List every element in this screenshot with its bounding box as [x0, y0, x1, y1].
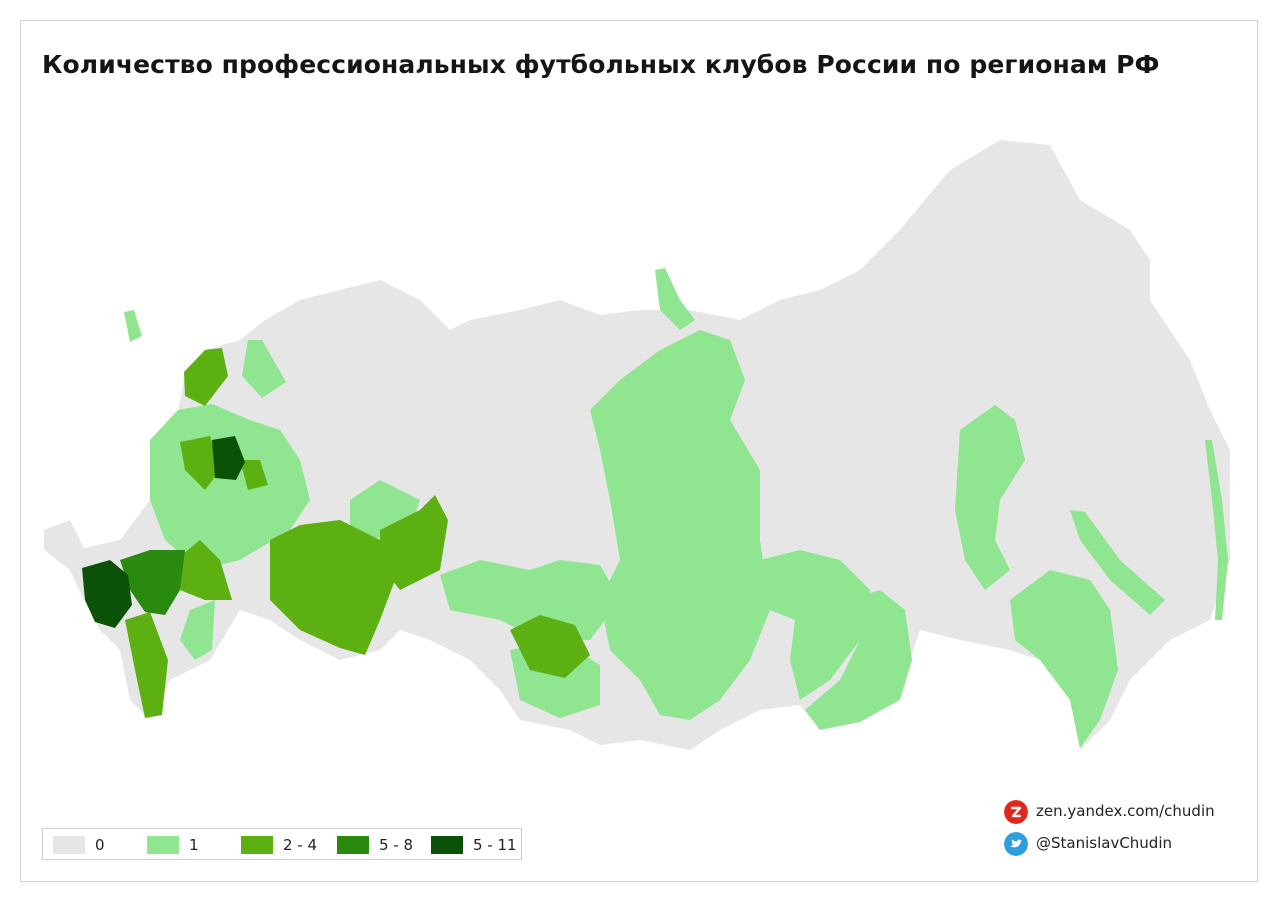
region-moscow: [212, 436, 245, 480]
regions-5-11-clubs: [82, 436, 245, 628]
region-zabaikalsky: [805, 590, 912, 730]
regions-5-8-clubs: [120, 550, 185, 615]
map-legend: 0 1 2 - 4 5 - 8 5 - 11: [42, 828, 522, 860]
region-taimyr-tip: [655, 268, 695, 330]
legend-label-2: 2 - 4: [283, 836, 318, 854]
legend-swatch-0: [53, 836, 85, 854]
region-krasnodar: [82, 560, 132, 628]
regions-2-4-clubs: [125, 348, 590, 718]
region-kaliningrad: [124, 310, 142, 342]
legend-label-3: 5 - 8: [379, 836, 414, 854]
legend-label-1: 1: [189, 836, 199, 854]
novaya-zemlya-island: [580, 320, 660, 420]
map-title: Количество профессиональных футбольных к…: [42, 50, 1160, 79]
twitter-handle[interactable]: @StanislavChudin: [1036, 834, 1173, 852]
legend-label-0: 0: [95, 836, 105, 854]
legend-swatch-4: [431, 836, 463, 854]
twitter-bird-icon: [1004, 832, 1028, 856]
region-kurils: [1205, 440, 1228, 620]
region-rostov: [120, 550, 185, 615]
region-yaroslavl: [240, 460, 268, 490]
region-stavropol: [125, 612, 168, 718]
region-south-strip: [180, 600, 215, 660]
region-krasnoyarsk: [590, 330, 770, 720]
regions-1-club: [124, 268, 1228, 748]
region-tyumen-omsk: [440, 560, 620, 640]
legend-swatch-1: [147, 836, 179, 854]
legend-swatch-2: [241, 836, 273, 854]
region-saint-petersburg: [180, 436, 220, 490]
region-irkutsk: [760, 550, 870, 700]
region-voronezh: [170, 540, 232, 600]
zen-link[interactable]: zen.yandex.com/chudin: [1036, 802, 1215, 820]
region-khabarovsk: [955, 405, 1025, 590]
zen-logo-icon: [1004, 800, 1028, 824]
region-karelia: [184, 348, 228, 406]
region-volga-tatarstan: [270, 520, 395, 655]
region-novosibirsk: [510, 615, 590, 678]
legend-label-4: 5 - 11: [473, 836, 517, 854]
region-sakhalin: [1070, 510, 1165, 615]
region-perm: [380, 495, 448, 590]
region-primorye: [1010, 570, 1118, 748]
region-murmansk: [242, 340, 286, 398]
legend-swatch-3: [337, 836, 369, 854]
